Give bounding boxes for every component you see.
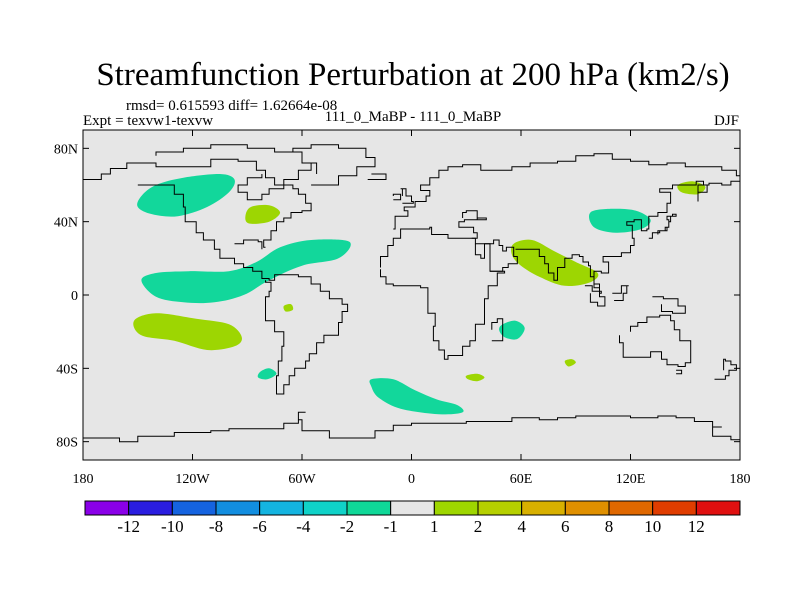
coastline <box>234 239 263 250</box>
y-tick-label: 80N <box>54 142 78 157</box>
coastline <box>380 226 506 360</box>
chart-title: Streamfunction Perturbation at 200 hPa (… <box>96 57 729 93</box>
coastline <box>619 314 692 367</box>
x-tick-label: 0 <box>408 472 415 487</box>
coastline <box>400 188 414 204</box>
stats-text: rmsd= 0.615593 diff= 1.62664e-08 <box>126 98 337 114</box>
coastline <box>83 144 312 186</box>
y-tick-label: 40N <box>54 216 78 231</box>
colorbar-swatch <box>521 500 566 516</box>
colorbar-swatch <box>128 500 173 516</box>
x-axis: 180 120W 60W 0 60E 120E 180 <box>73 130 751 487</box>
anomaly-layer <box>133 173 706 415</box>
colorbar-label: 12 <box>688 517 705 536</box>
coastline <box>515 175 740 294</box>
colorbar-swatch <box>477 500 523 516</box>
anomaly-region <box>133 313 242 351</box>
coastline <box>292 144 376 186</box>
coastline <box>612 285 629 301</box>
colorbar-swatch <box>390 500 435 516</box>
x-tick-label: 60E <box>510 472 533 487</box>
season-label: DJF <box>714 113 739 129</box>
x-tick-label: 180 <box>730 472 751 487</box>
colorbar-label: -8 <box>209 517 223 536</box>
colorbar-swatch <box>346 500 392 516</box>
experiment-label: Expt = texvw1-texvw <box>83 113 213 129</box>
colorbar-label: 8 <box>605 517 614 536</box>
colorbar-label: 1 <box>430 517 439 536</box>
coastline <box>474 239 518 272</box>
coastline <box>652 296 686 314</box>
y-tick-label: 40S <box>56 362 78 377</box>
x-tick-label: 180 <box>73 472 94 487</box>
coastline <box>137 184 349 395</box>
anomaly-region <box>141 239 351 304</box>
colorbar-label: -1 <box>384 517 398 536</box>
colorbar-label: 10 <box>644 517 661 536</box>
x-tick-label: 60W <box>288 472 316 487</box>
anomaly-region <box>564 359 576 367</box>
anomaly-region <box>511 239 599 287</box>
colorbar-label: 6 <box>561 517 570 536</box>
colorbar-label: 4 <box>517 517 526 536</box>
colorbar-label: -4 <box>296 517 311 536</box>
colorbar: -12 -10 -8 -6 -4 -2 -1 1 2 4 6 8 10 12 <box>84 500 741 536</box>
coastline <box>584 285 606 307</box>
colorbar-swatch <box>302 500 348 516</box>
anomaly-region <box>245 204 281 224</box>
coastline <box>648 213 677 239</box>
coastline <box>491 318 504 342</box>
colorbar-label: 2 <box>474 517 483 536</box>
colorbar-swatch <box>652 500 697 516</box>
colorbar-swatch <box>171 500 217 516</box>
coastline <box>393 153 740 230</box>
colorbar-label: -10 <box>161 517 184 536</box>
anomaly-region <box>465 373 485 382</box>
colorbar-label: -6 <box>253 517 267 536</box>
anomaly-region <box>588 208 651 233</box>
colorbar-swatch <box>608 500 654 516</box>
anomaly-region <box>257 368 277 380</box>
period-label: 111_0_MaBP - 111_0_MaBP <box>325 109 501 125</box>
coastline <box>392 193 402 201</box>
x-tick-label: 120W <box>175 472 210 487</box>
colorbar-swatch <box>433 500 479 516</box>
colorbar-label: -12 <box>117 517 140 536</box>
x-tick-label: 120E <box>616 472 646 487</box>
anomaly-region <box>283 304 294 312</box>
coastline <box>237 174 312 248</box>
coastline <box>367 173 387 180</box>
anomaly-region <box>369 378 464 415</box>
colorbar-label: -2 <box>340 517 354 536</box>
y-tick-label: 0 <box>71 289 78 304</box>
y-axis: 80N 40N 0 40S 80S <box>54 142 740 451</box>
coastline <box>714 358 737 380</box>
colorbar-swatch <box>564 500 610 516</box>
y-tick-label: 80S <box>56 436 78 451</box>
coastline-layer <box>83 144 740 443</box>
colorbar-swatch <box>84 500 130 516</box>
anomaly-region <box>499 320 525 340</box>
colorbar-swatch <box>695 500 741 516</box>
coastline <box>458 210 487 239</box>
colorbar-swatch <box>215 500 261 516</box>
coastline <box>676 369 683 375</box>
colorbar-swatch <box>259 500 304 516</box>
coastline <box>83 411 740 443</box>
